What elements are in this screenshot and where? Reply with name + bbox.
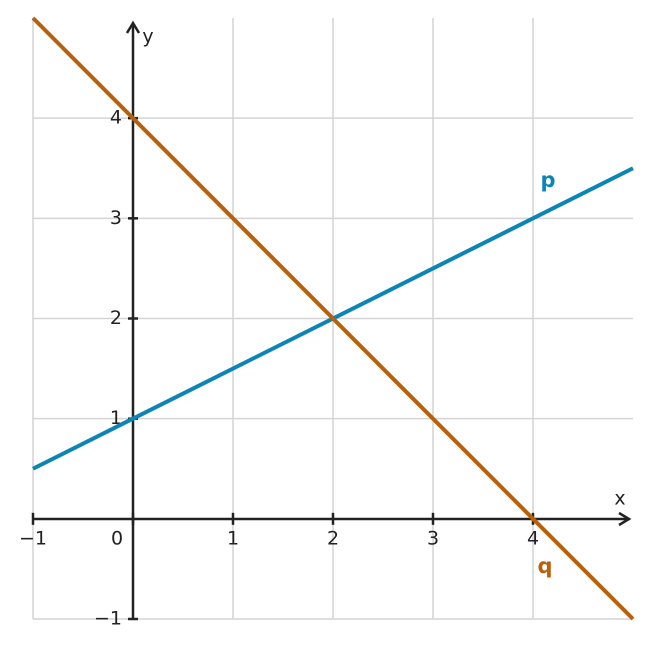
y-axis-arrow (125, 20, 141, 34)
x-axis-label: x (614, 488, 625, 510)
x-tick-label: 3 (427, 527, 439, 549)
x-axis-arrow (618, 511, 632, 527)
marks: pq (31, 16, 635, 621)
line-1 (31, 16, 635, 621)
x-tick-label: 0 (111, 527, 123, 549)
y-axis-label: y (142, 26, 153, 48)
y-tick-label: 3 (110, 207, 122, 229)
series-label: p (540, 168, 555, 192)
series-label: q (537, 554, 552, 578)
x-tick-label: 1 (227, 527, 239, 549)
y-tick-label: −1 (94, 608, 122, 630)
y-tick-label: 2 (110, 307, 122, 329)
x-tick-label: 2 (327, 527, 339, 549)
x-tick-label: 4 (527, 527, 539, 549)
y-tick-label: 4 (110, 107, 122, 129)
x-tick-label: −1 (19, 527, 47, 549)
